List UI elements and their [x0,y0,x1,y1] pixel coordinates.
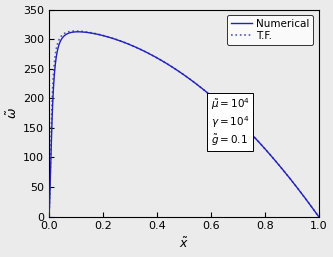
T.F. [96,33,100,36]
T.F. [269,154,273,157]
X-axis label: $\tilde{x}$: $\tilde{x}$ [179,237,188,251]
Line: Numerical: Numerical [49,32,319,217]
Numerical [209,94,213,97]
Numerical [248,131,252,134]
Numerical [76,30,80,33]
Numerical [222,106,226,109]
Line: T.F.: T.F. [49,31,319,217]
Numerical [269,154,273,157]
Legend: Numerical, T.F.: Numerical, T.F. [227,15,313,45]
T.F. [47,215,51,218]
T.F. [209,94,213,97]
Numerical [317,215,321,218]
T.F. [222,106,226,109]
T.F. [248,131,252,134]
Numerical [47,215,51,218]
T.F. [74,30,78,33]
Numerical [150,54,154,57]
Numerical [96,33,100,36]
T.F. [317,215,321,218]
Text: $\tilde{\mu} = 10^4$
$\gamma = 10^4$
$\tilde{g} = 0.1$: $\tilde{\mu} = 10^4$ $\gamma = 10^4$ $\t… [211,97,250,148]
T.F. [150,53,154,57]
Y-axis label: $\tilde{\omega}$: $\tilde{\omega}$ [6,107,20,119]
